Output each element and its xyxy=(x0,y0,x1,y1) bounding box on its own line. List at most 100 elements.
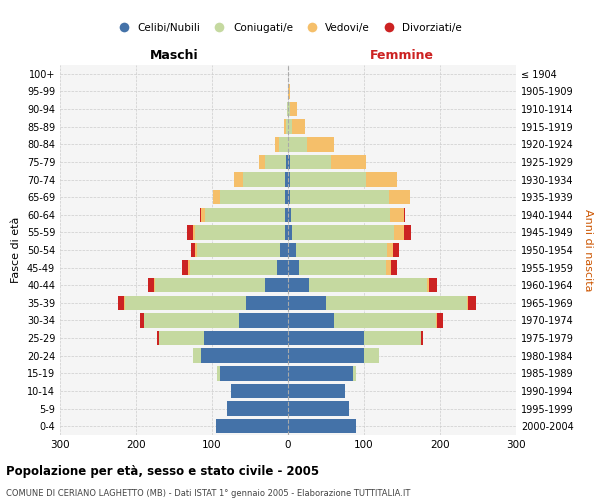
Bar xyxy=(148,278,154,292)
Bar xyxy=(220,366,288,380)
Bar xyxy=(143,314,239,328)
Bar xyxy=(205,208,285,222)
Bar xyxy=(202,208,205,222)
Bar xyxy=(285,208,288,222)
Bar xyxy=(290,154,331,169)
Bar xyxy=(286,154,288,169)
Bar xyxy=(288,278,309,292)
Bar xyxy=(393,243,399,257)
Bar xyxy=(292,120,305,134)
Bar xyxy=(217,366,220,380)
Bar xyxy=(387,243,393,257)
Bar xyxy=(364,331,421,345)
Bar xyxy=(288,296,326,310)
Bar xyxy=(296,243,387,257)
Bar xyxy=(364,348,379,363)
Bar xyxy=(288,314,334,328)
Bar xyxy=(430,278,437,292)
Text: Popolazione per età, sesso e stato civile - 2005: Popolazione per età, sesso e stato civil… xyxy=(6,464,319,477)
Bar xyxy=(468,296,476,310)
Bar xyxy=(195,225,285,240)
Bar xyxy=(287,102,288,117)
Text: Femmine: Femmine xyxy=(370,50,434,62)
Bar xyxy=(436,314,437,328)
Bar xyxy=(299,260,386,275)
Bar xyxy=(404,225,411,240)
Bar xyxy=(265,278,288,292)
Bar xyxy=(286,120,288,134)
Bar xyxy=(288,366,353,380)
Bar xyxy=(292,225,394,240)
Bar xyxy=(288,190,290,204)
Bar xyxy=(275,137,279,152)
Bar xyxy=(154,278,155,292)
Text: Maschi: Maschi xyxy=(149,50,199,62)
Legend: Celibi/Nubili, Coniugati/e, Vedovi/e, Divorziati/e: Celibi/Nubili, Coniugati/e, Vedovi/e, Di… xyxy=(110,18,466,36)
Bar xyxy=(288,154,290,169)
Bar xyxy=(390,208,404,222)
Bar xyxy=(284,120,286,134)
Bar xyxy=(231,384,288,398)
Bar xyxy=(200,208,202,222)
Bar xyxy=(334,314,436,328)
Bar xyxy=(182,260,188,275)
Bar xyxy=(157,331,159,345)
Bar xyxy=(124,296,125,310)
Bar xyxy=(291,208,390,222)
Bar xyxy=(246,296,288,310)
Bar xyxy=(309,278,427,292)
Bar xyxy=(188,260,190,275)
Bar xyxy=(386,260,391,275)
Bar xyxy=(288,208,291,222)
Bar xyxy=(193,348,200,363)
Bar xyxy=(118,296,124,310)
Bar xyxy=(288,120,292,134)
Bar xyxy=(353,366,356,380)
Bar xyxy=(427,278,430,292)
Bar xyxy=(259,154,265,169)
Bar xyxy=(140,314,143,328)
Bar xyxy=(285,190,288,204)
Bar xyxy=(326,296,467,310)
Bar xyxy=(277,260,288,275)
Bar xyxy=(200,348,288,363)
Bar xyxy=(290,190,389,204)
Bar xyxy=(391,260,397,275)
Bar xyxy=(288,102,290,117)
Bar xyxy=(467,296,468,310)
Bar xyxy=(285,225,288,240)
Y-axis label: Anni di nascita: Anni di nascita xyxy=(583,209,593,291)
Bar xyxy=(279,137,288,152)
Bar xyxy=(190,260,277,275)
Bar xyxy=(288,419,356,434)
Bar xyxy=(191,243,195,257)
Bar xyxy=(404,208,405,222)
Bar xyxy=(288,260,299,275)
Bar xyxy=(239,314,288,328)
Bar xyxy=(288,348,364,363)
Bar xyxy=(213,190,220,204)
Bar xyxy=(288,172,290,186)
Bar xyxy=(243,172,285,186)
Bar xyxy=(288,84,290,98)
Bar xyxy=(155,278,265,292)
Bar xyxy=(125,296,246,310)
Bar xyxy=(365,172,397,186)
Bar xyxy=(280,243,288,257)
Bar xyxy=(227,402,288,416)
Bar xyxy=(159,331,205,345)
Bar xyxy=(285,172,288,186)
Bar xyxy=(288,137,307,152)
Bar xyxy=(216,419,288,434)
Bar xyxy=(288,331,364,345)
Bar xyxy=(307,137,334,152)
Bar xyxy=(290,172,365,186)
Bar xyxy=(394,225,404,240)
Y-axis label: Fasce di età: Fasce di età xyxy=(11,217,21,283)
Bar xyxy=(193,225,195,240)
Bar xyxy=(205,331,288,345)
Bar xyxy=(234,172,243,186)
Bar xyxy=(265,154,286,169)
Bar xyxy=(220,190,285,204)
Bar xyxy=(389,190,410,204)
